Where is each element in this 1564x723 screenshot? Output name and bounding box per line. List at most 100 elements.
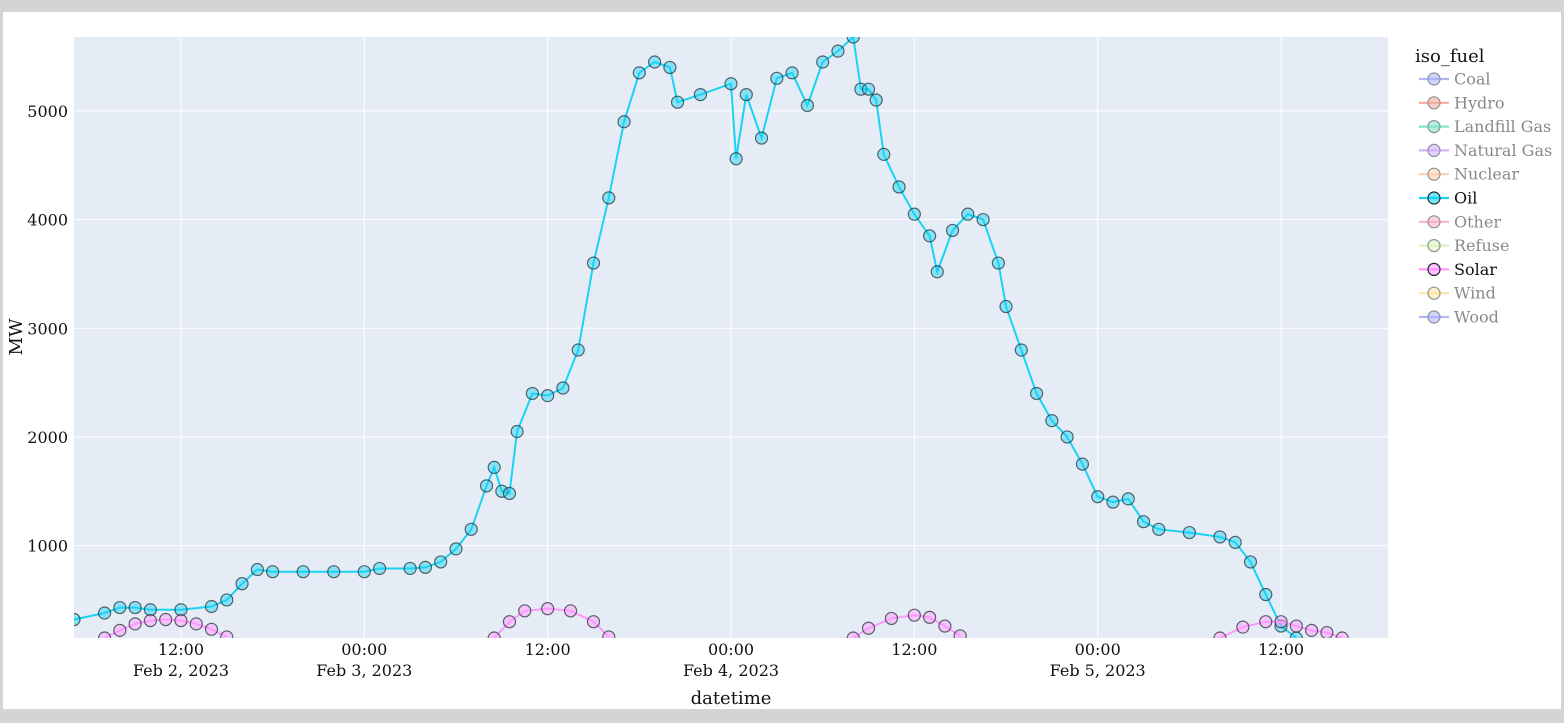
data-point: [1289, 619, 1303, 633]
x-tick-label: 00:00: [708, 640, 754, 659]
legend-item-label: Hydro: [1454, 93, 1505, 112]
legend-item-landfill-gas[interactable]: Landfill Gas: [1419, 117, 1551, 136]
data-point: [487, 460, 501, 474]
gridlines: [74, 37, 1388, 638]
legend-swatch-marker: [1427, 286, 1441, 300]
x-axis-title: datetime: [691, 688, 772, 709]
legend-item-hydro[interactable]: Hydro: [1419, 93, 1505, 112]
data-point: [487, 631, 501, 638]
data-point: [586, 256, 601, 270]
data-point: [1121, 492, 1135, 506]
x-tick-date-label: Feb 5, 2023: [1050, 661, 1146, 680]
data-point: [999, 299, 1013, 314]
data-point: [991, 256, 1005, 270]
legend-item-label: Landfill Gas: [1454, 117, 1551, 136]
legend-item-other[interactable]: Other: [1419, 212, 1501, 231]
data-point: [800, 98, 814, 113]
data-point: [502, 486, 517, 501]
data-point: [296, 565, 310, 579]
data-point: [923, 229, 937, 243]
data-point: [220, 593, 234, 607]
data-point: [571, 343, 585, 357]
x-tick-label: 12:00: [525, 640, 571, 659]
x-tick-date-label: Feb 2, 2023: [133, 661, 229, 680]
data-point: [1228, 535, 1242, 549]
data-point: [1152, 522, 1166, 536]
data-point: [97, 606, 112, 620]
data-point: [907, 608, 921, 622]
x-tick-label: 12:00: [158, 640, 204, 659]
data-point: [602, 191, 616, 205]
legend-swatch-marker: [1427, 72, 1441, 86]
data-point: [923, 610, 937, 624]
y-tick-label: 1000: [27, 537, 68, 556]
legend-item-label: Other: [1454, 212, 1501, 231]
legend-item-coal[interactable]: Coal: [1419, 70, 1491, 89]
data-point: [877, 147, 891, 161]
data-point: [510, 424, 524, 439]
legend-item-wind[interactable]: Wind: [1419, 284, 1496, 303]
series-line-solar: [1219, 620, 1343, 638]
legend-swatch-marker: [1427, 215, 1441, 229]
data-point: [1060, 430, 1074, 444]
series-line-solar: [493, 607, 610, 638]
y-tick-label: 4000: [27, 211, 68, 230]
data-point: [479, 479, 494, 493]
data-point: [204, 599, 219, 614]
chart-frame: 1000 2000 3000 4000 5000 12:00 Feb 2, 2023 00:…: [3, 12, 1561, 709]
x-tick-label: 12:00: [891, 640, 937, 659]
data-point: [235, 577, 249, 591]
legend-swatch-marker: [1427, 191, 1441, 205]
data-point: [617, 115, 631, 129]
data-point: [556, 381, 570, 395]
data-point: [754, 131, 769, 145]
data-point: [113, 623, 127, 637]
legend-item-oil[interactable]: Oil: [1419, 189, 1477, 208]
legend-swatch-marker: [1427, 239, 1441, 253]
chart-svg: 1000 2000 3000 4000 5000 12:00 Feb 2, 2023 00:…: [6, 37, 1552, 709]
data-point: [953, 629, 967, 638]
data-point: [1274, 615, 1288, 629]
data-point: [189, 617, 203, 631]
data-point: [403, 561, 417, 576]
data-point: [846, 37, 860, 44]
data-point: [541, 389, 555, 403]
data-point: [693, 88, 708, 102]
legend-item-natural-gas[interactable]: Natural Gas: [1419, 141, 1552, 160]
data-point: [449, 542, 463, 556]
series-layer: [74, 37, 1349, 638]
data-point: [502, 615, 517, 629]
x-tick-label: 12:00: [1258, 640, 1304, 659]
data-point: [128, 617, 142, 631]
y-tick-label: 2000: [27, 428, 68, 447]
data-point: [892, 180, 906, 194]
legend-item-refuse[interactable]: Refuse: [1419, 236, 1509, 255]
data-point: [525, 386, 539, 401]
y-axis-title: MW: [6, 318, 27, 355]
y-tick-label: 5000: [27, 102, 68, 121]
legend: iso_fuel Coal Hydro Landfill Gas Natural Ga…: [1415, 46, 1552, 327]
data-point: [1213, 530, 1227, 544]
data-point: [204, 622, 219, 636]
y-tick-labels: 1000 2000 3000 4000 5000: [27, 102, 68, 556]
legend-item-solar[interactable]: Solar: [1419, 260, 1497, 279]
x-tick-label: 00:00: [1075, 640, 1121, 659]
data-point: [663, 60, 677, 75]
legend-item-nuclear[interactable]: Nuclear: [1419, 165, 1519, 184]
legend-item-wood[interactable]: Wood: [1419, 308, 1499, 327]
data-point: [586, 615, 601, 629]
legend-title: iso_fuel: [1415, 46, 1485, 67]
data-point: [861, 82, 876, 96]
legend-swatch-marker: [1427, 262, 1441, 276]
legend-swatch-marker: [1427, 96, 1441, 110]
data-point: [357, 565, 371, 579]
x-tick-label: 00:00: [341, 640, 387, 659]
legend-item-label: Oil: [1454, 189, 1477, 208]
data-point: [1029, 386, 1044, 401]
data-point: [143, 614, 157, 628]
data-point: [128, 600, 142, 615]
data-point: [1182, 525, 1196, 540]
data-point: [1213, 631, 1227, 638]
data-point: [563, 604, 578, 618]
legend-swatch-marker: [1427, 143, 1441, 157]
